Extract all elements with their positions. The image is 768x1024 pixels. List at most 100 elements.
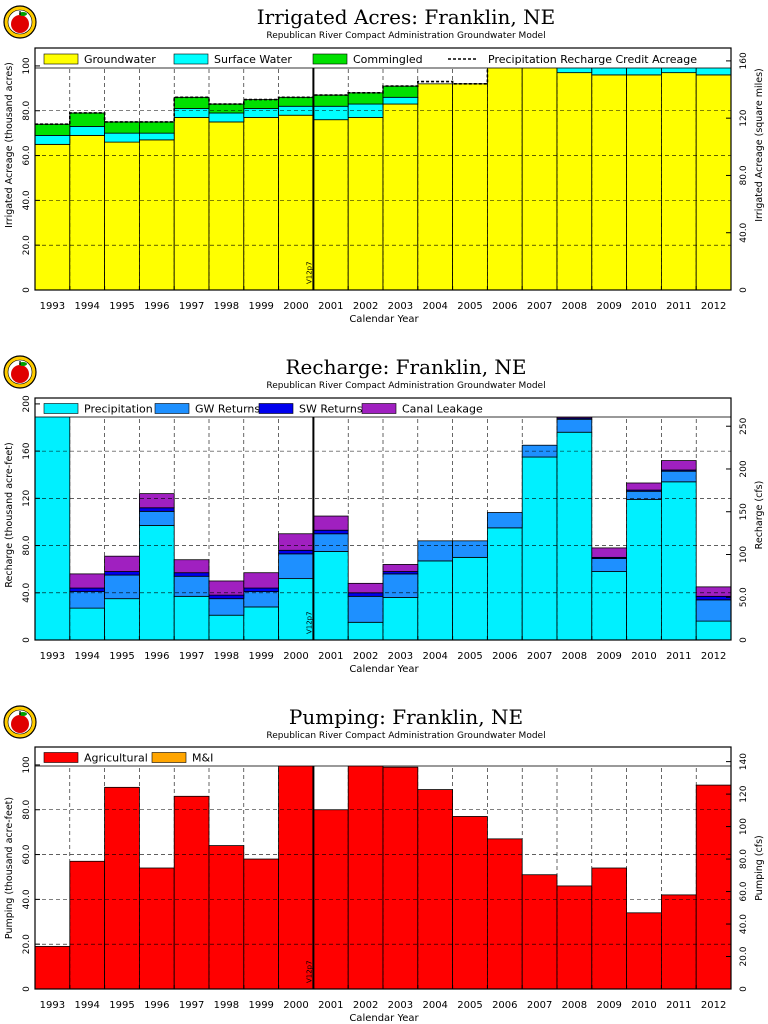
x-tick-label: 2012 (701, 301, 726, 312)
bar-2005-agricultural (452, 816, 488, 990)
y-axis-label: Pumping (thousand acre-feet) (4, 797, 15, 939)
series-groundwater (34, 58, 732, 291)
legend-item-2: Surface Water (173, 53, 292, 66)
y-tick-label: 20.0 (22, 934, 32, 954)
bar-2004-precipitation (417, 560, 453, 641)
y2-tick-label: 160 (739, 52, 749, 69)
bar-1996-groundwater (138, 139, 175, 291)
x-tick-label: 2003 (388, 651, 413, 662)
y2-tick-label: 80.0 (739, 849, 749, 869)
bar-2000-commingled (278, 96, 314, 107)
bar-2001-sw-returns (312, 529, 349, 535)
x-tick-label: 1995 (109, 301, 134, 312)
bar-2007-agricultural (521, 874, 558, 990)
y2-tick-label: 200 (739, 460, 749, 477)
bar-2011-groundwater (661, 72, 697, 291)
legend-item-4: Canal Leakage (361, 403, 483, 416)
grid (35, 48, 731, 290)
chart-title: Recharge: Franklin, NE (285, 355, 526, 379)
y2-axis-label: Recharge (cfs) (754, 481, 765, 550)
bar-2008-agricultural (556, 885, 593, 990)
bar-2003-surface-water (382, 96, 419, 105)
y2-tick-label: 100 (739, 818, 749, 835)
x-axis: 1993 1994 1995 1996 1997 1998 1999 2000 2001 2002… (34, 636, 726, 662)
y2-axis-label: Irrigated Acreage (square miles) (754, 68, 765, 222)
bar-1999-gw-returns (243, 591, 280, 608)
bar-1997-surface-water (173, 108, 210, 118)
bar-1995-precipitation (104, 598, 140, 641)
bar-1995-commingled (104, 121, 140, 134)
model-version-marker-label: V12p7 (305, 611, 313, 634)
legend-label: SW Returns (299, 403, 363, 416)
x-axis-label: Calendar Year (349, 314, 419, 325)
y-tick-label: 80.0 (22, 535, 32, 555)
x-axis: 1993 1994 1995 1996 1997 1998 1999 2000 2001 2002… (34, 286, 726, 312)
y2-tick-label: 120 (739, 785, 749, 802)
x-tick-label: 2003 (388, 301, 413, 312)
y-tick-label: 20.0 (22, 235, 32, 255)
x-tick-label: 1995 (109, 1000, 134, 1011)
bar-1996-agricultural (138, 867, 175, 990)
bar-2002-sw-returns (347, 592, 384, 597)
bar-1997-precipitation (173, 595, 210, 641)
x-tick-label: 1999 (248, 651, 273, 662)
x-tick-label: 2001 (318, 651, 343, 662)
chart-panel-1: Irrigated Acres: Franklin, NE Republican … (3, 5, 765, 325)
bar-1994-precipitation (69, 607, 106, 641)
x-tick-label: 2000 (283, 1000, 308, 1011)
x-axis-label: Calendar Year (349, 1013, 419, 1024)
bar-1996-canal-leakage (138, 493, 175, 509)
legend-swatch (258, 403, 294, 414)
bar-1998-precipitation (208, 614, 245, 641)
legend-swatch (43, 403, 79, 414)
bar-2003-precipitation (382, 597, 419, 641)
bar-2001-surface-water (312, 105, 349, 121)
x-tick-label: 2001 (318, 301, 343, 312)
legend-item-3: Commingled (312, 53, 423, 66)
y2-tick-label: 50.0 (739, 587, 749, 607)
bar-2002-canal-leakage (347, 582, 384, 594)
bar-2003-canal-leakage (382, 564, 419, 572)
bar-2001-commingled (312, 94, 349, 107)
chart-subtitle: Republican River Compact Administration … (266, 31, 545, 41)
bar-2008-groundwater (556, 72, 593, 291)
x-tick-label: 1994 (74, 301, 99, 312)
bar-2003-gw-returns (382, 573, 419, 598)
grid (35, 398, 731, 640)
x-tick-label: 1994 (74, 1000, 99, 1011)
legend: Groundwater Surface Water Commingled Precip… (34, 47, 732, 69)
bar-1998-gw-returns (208, 598, 245, 616)
y2-tick-label: 40.0 (739, 222, 749, 242)
bar-2004-agricultural (417, 789, 453, 990)
chart-subtitle: Republican River Compact Administration … (266, 381, 545, 391)
x-tick-label: 2005 (457, 301, 482, 312)
x-tick-label: 1998 (214, 1000, 239, 1011)
legend: Precipitation GW Returns SW Returns Canal L… (34, 397, 732, 418)
y-tick-label: 80.0 (22, 799, 32, 819)
bar-1994-canal-leakage (69, 573, 106, 589)
y2-tick-label: 20.0 (739, 946, 749, 966)
chart-panel-2: Recharge: Franklin, NE Republican River C… (3, 355, 765, 675)
x-tick-label: 2011 (666, 301, 691, 312)
x-tick-label: 2002 (353, 651, 378, 662)
y-tick-label: 100 (22, 756, 32, 773)
bar-1995-sw-returns (104, 571, 140, 576)
x-tick-label: 2008 (562, 301, 587, 312)
bar-2010-groundwater (626, 74, 662, 291)
bar-1993-agricultural (34, 946, 71, 990)
x-tick-label: 1997 (179, 1000, 204, 1011)
bar-1995-gw-returns (104, 574, 140, 600)
y-tick-label: 0 (22, 287, 32, 293)
bar-2000-agricultural (278, 753, 314, 990)
bar-1999-groundwater (243, 117, 280, 291)
bar-1996-gw-returns (138, 510, 175, 526)
x-tick-label: 1996 (144, 651, 169, 662)
bar-2009-precipitation (591, 571, 627, 641)
y2-tick-label: 100 (739, 546, 749, 563)
y2-tick-label: 150 (739, 503, 749, 520)
bar-1998-groundwater (208, 121, 245, 291)
x-tick-label: 1993 (40, 1000, 65, 1011)
x-tick-label: 1995 (109, 651, 134, 662)
legend-swatch (43, 53, 79, 65)
legend-swatch (154, 403, 190, 414)
